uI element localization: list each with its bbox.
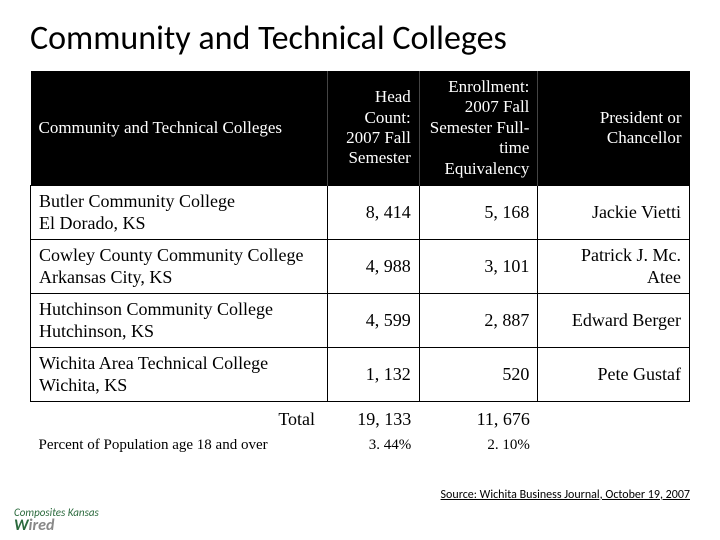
table-row: Wichita Area Technical College Wichita, … (31, 347, 690, 401)
colleges-table: Community and Technical Colleges Head Co… (30, 71, 690, 459)
header-colleges: Community and Technical Colleges (31, 71, 328, 185)
total-enrollment: 11, 676 (419, 401, 538, 434)
percent-enrollment: 2. 10% (419, 434, 538, 459)
total-headcount: 19, 133 (327, 401, 419, 434)
table-header-row: Community and Technical Colleges Head Co… (31, 71, 690, 185)
table-container: Community and Technical Colleges Head Co… (0, 71, 720, 459)
total-row: Total 19, 133 11, 676 (31, 401, 690, 434)
cell-headcount: 4, 988 (327, 239, 419, 293)
cell-name: Butler Community College El Dorado, KS (31, 185, 328, 239)
table-row: Cowley County Community College Arkansas… (31, 239, 690, 293)
header-president: President or Chancellor (538, 71, 690, 185)
cell-enrollment: 3, 101 (419, 239, 538, 293)
cell-headcount: 4, 599 (327, 293, 419, 347)
cell-enrollment: 2, 887 (419, 293, 538, 347)
cell-president: Patrick J. Mc. Atee (538, 239, 690, 293)
percent-label: Percent of Population age 18 and over (31, 434, 328, 459)
cell-president: Pete Gustaf (538, 347, 690, 401)
source-citation: Source: Wichita Business Journal, Octobe… (441, 488, 690, 502)
cell-enrollment: 5, 168 (419, 185, 538, 239)
logo-brand: Wired (14, 518, 99, 534)
header-headcount: Head Count: 2007 Fall Semester (327, 71, 419, 185)
total-label: Total (31, 401, 328, 434)
cell-headcount: 1, 132 (327, 347, 419, 401)
cell-enrollment: 520 (419, 347, 538, 401)
percent-row: Percent of Population age 18 and over 3.… (31, 434, 690, 459)
cell-name: Wichita Area Technical College Wichita, … (31, 347, 328, 401)
table-row: Hutchinson Community College Hutchinson,… (31, 293, 690, 347)
logo: Composites Kansas Wired (14, 507, 99, 534)
cell-headcount: 8, 414 (327, 185, 419, 239)
slide-title: Community and Technical Colleges (0, 0, 720, 71)
cell-name: Hutchinson Community College Hutchinson,… (31, 293, 328, 347)
cell-president: Edward Berger (538, 293, 690, 347)
cell-president: Jackie Vietti (538, 185, 690, 239)
cell-name: Cowley County Community College Arkansas… (31, 239, 328, 293)
table-row: Butler Community College El Dorado, KS 8… (31, 185, 690, 239)
header-enrollment: Enrollment: 2007 Fall Semester Full-time… (419, 71, 538, 185)
percent-headcount: 3. 44% (327, 434, 419, 459)
